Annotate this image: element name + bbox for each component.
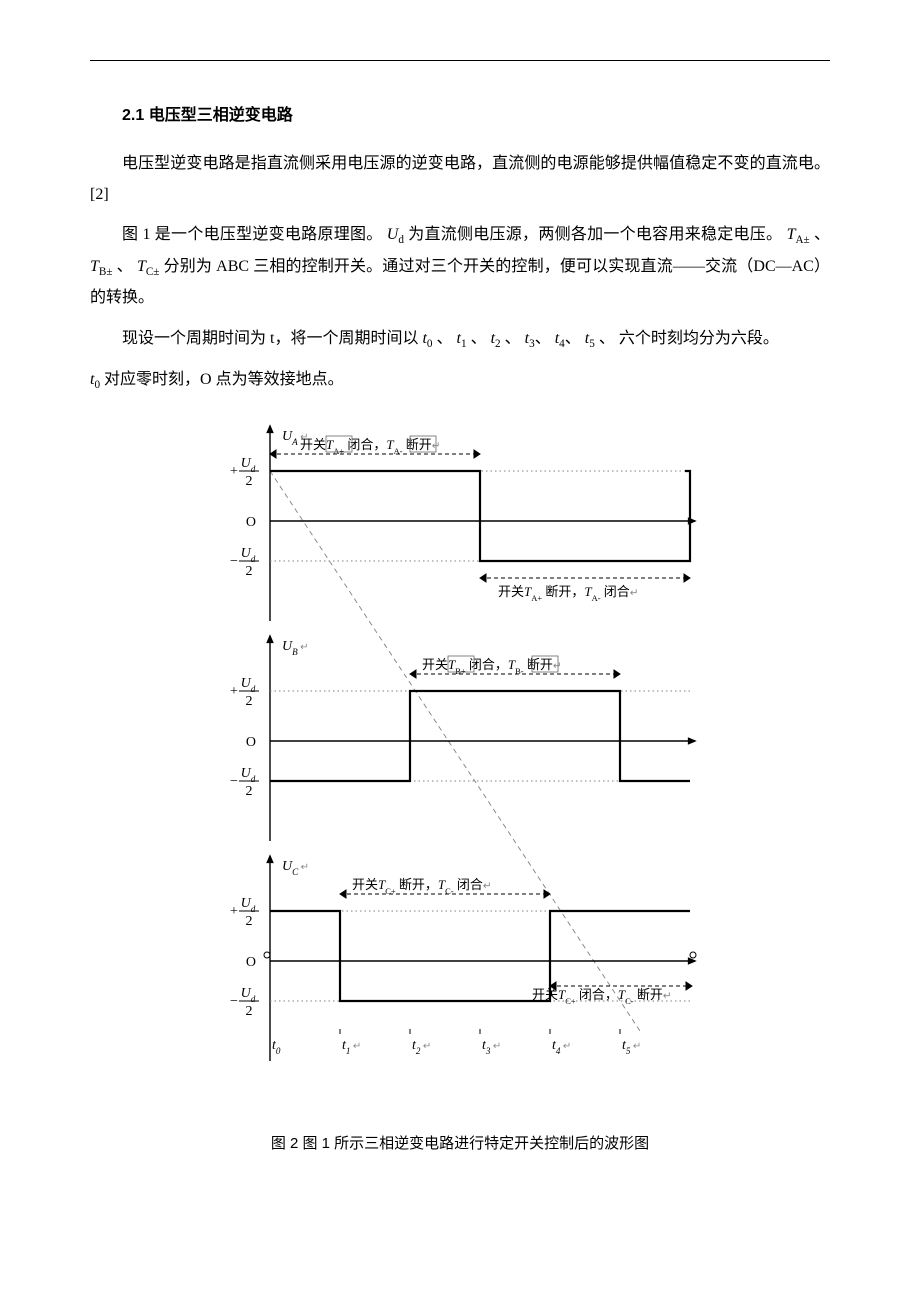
svg-text:+: + (230, 904, 238, 919)
sep2: 、 (117, 258, 133, 275)
svg-text:t1 ↵: t1 ↵ (342, 1038, 361, 1056)
svg-text:开关TC+ 断开，TC- 闭合↵: 开关TC+ 断开，TC- 闭合↵ (352, 877, 492, 896)
svg-text:t3 ↵: t3 ↵ (482, 1038, 501, 1056)
p2b: 为直流侧电压源，两侧各加一个电容用来稳定电压。 (408, 226, 782, 243)
svg-text:2: 2 (246, 564, 253, 579)
svg-text:2: 2 (246, 784, 253, 799)
sym-t4s: 4 (559, 338, 565, 350)
paragraph-4: t0 对应零时刻，O 点为等效接地点。 (90, 365, 830, 396)
sym-t0s: 0 (427, 338, 433, 350)
sym-t5s: 5 (589, 338, 595, 350)
svg-text:O: O (246, 955, 256, 970)
svg-text:t2 ↵: t2 ↵ (412, 1038, 431, 1056)
sym-t1s: 1 (461, 338, 467, 350)
svg-text:开关TA+ 断开，TA- 闭合↵: 开关TA+ 断开，TA- 闭合↵ (498, 584, 639, 603)
sym-TC: T (137, 258, 146, 275)
p2d: 分别为 ABC 三相的控制开关。通过对三个开关的控制，便可以实现直流——交流（D… (90, 258, 830, 306)
paragraph-1: 电压型逆变电路是指直流侧采用电压源的逆变电路，直流侧的电源能够提供幅值稳定不变的… (90, 149, 830, 210)
svg-text:+: + (230, 464, 238, 479)
p4a: 对应零时刻，O 点为等效接地点。 (104, 371, 344, 388)
p2a: 图 1 是一个电压型逆变电路原理图。 (122, 226, 383, 243)
sym-TA-sub: A± (795, 234, 809, 246)
sym-TB-sub: B± (99, 266, 113, 278)
svg-text:−: − (230, 994, 238, 1009)
svg-text:t0: t0 (272, 1038, 281, 1056)
paragraph-2: 图 1 是一个电压型逆变电路原理图。 Ud 为直流侧电压源，两侧各加一个电容用来… (90, 220, 830, 313)
section-heading: 2.1 电压型三相逆变电路 (90, 101, 830, 131)
sym-TB: T (90, 258, 99, 275)
sym-t3s: 3 (529, 338, 535, 350)
svg-text:UC ↵: UC ↵ (282, 859, 309, 877)
svg-text:−: − (230, 554, 238, 569)
svg-text:2: 2 (246, 474, 253, 489)
sym-Ud-sub: d (398, 234, 404, 246)
svg-text:+: + (230, 684, 238, 699)
page: 2.1 电压型三相逆变电路 电压型逆变电路是指直流侧采用电压源的逆变电路，直流侧… (0, 0, 920, 1199)
svg-text:UB ↵: UB ↵ (282, 639, 308, 657)
svg-text:开关TC+ 闭合，TC- 断开↵: 开关TC+ 闭合，TC- 断开↵ (532, 987, 672, 1006)
paragraph-3: 现设一个周期时间为 t，将一个周期时间以 t0 、 t1 、 t2 、 t3、 … (90, 324, 830, 355)
svg-text:t4 ↵: t4 ↵ (552, 1038, 571, 1056)
p3a: 现设一个周期时间为 t，将一个周期时间以 (122, 330, 418, 347)
svg-text:2: 2 (246, 1004, 253, 1019)
svg-text:O: O (246, 515, 256, 530)
svg-text:开关TB+ 闭合，TB- 断开↵: 开关TB+ 闭合，TB- 断开↵ (422, 657, 562, 676)
sym-Ud: U (387, 226, 399, 243)
sep1: 、 (814, 226, 830, 243)
svg-text:−: − (230, 774, 238, 789)
sym-TC-sub: C± (146, 266, 160, 278)
p3b: 、 六个时刻均分为六段。 (599, 330, 779, 347)
svg-text:2: 2 (246, 914, 253, 929)
sym-t0bs: 0 (94, 379, 100, 391)
waveform-figure: UA ↵O+Ud2−Ud2开关TA+ 闭合，TA- 断开↵开关TA+ 断开，TA… (220, 406, 700, 1126)
svg-text:开关TA+ 闭合，TA- 断开↵: 开关TA+ 闭合，TA- 断开↵ (300, 437, 441, 456)
figure-wrap: UA ↵O+Ud2−Ud2开关TA+ 闭合，TA- 断开↵开关TA+ 断开，TA… (90, 406, 830, 1126)
svg-text:t5 ↵: t5 ↵ (622, 1038, 641, 1056)
para1-text: 电压型逆变电路是指直流侧采用电压源的逆变电路，直流侧的电源能够提供幅值稳定不变的… (90, 155, 830, 202)
sym-t2s: 2 (495, 338, 501, 350)
svg-text:O: O (246, 735, 256, 750)
figure-caption: 图 2 图 1 所示三相逆变电路进行特定开关控制后的波形图 (90, 1130, 830, 1159)
top-rule (90, 60, 830, 61)
svg-text:2: 2 (246, 694, 253, 709)
